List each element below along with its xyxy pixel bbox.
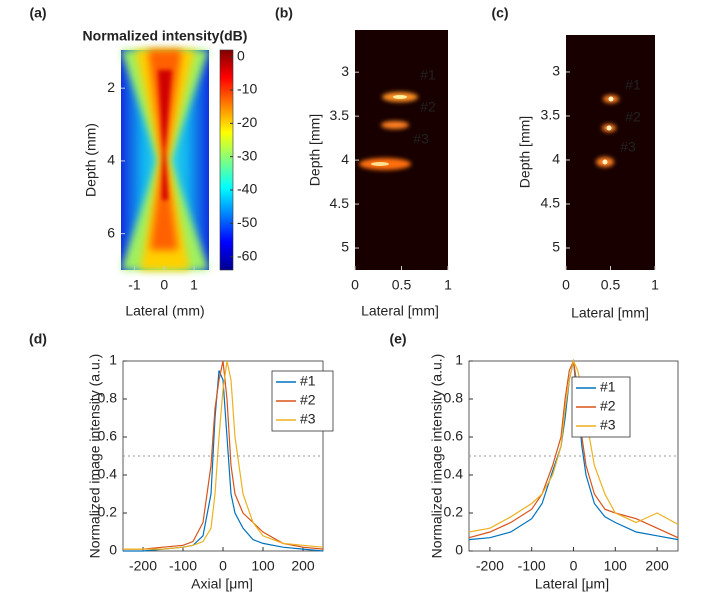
legend-label: #3 <box>600 417 616 433</box>
legend-label: #2 <box>300 392 316 408</box>
y-tick-label: 3.5 <box>541 107 561 123</box>
annotation: #2 <box>420 99 436 115</box>
y-tick-label: 5 <box>552 239 560 255</box>
x-tick-label: -100 <box>169 558 197 574</box>
colorbar-tick-label: -50 <box>237 214 257 230</box>
panel-label: (b) <box>275 5 293 21</box>
heatmap-image <box>121 50 209 270</box>
x-tick-label: 100 <box>251 558 275 574</box>
y-tick-label: 0.6 <box>444 428 464 444</box>
x-axis-label: Lateral [μm] <box>535 576 609 592</box>
y-tick-label: 3.5 <box>330 107 350 123</box>
y-tick-label: 4 <box>341 151 349 167</box>
x-tick-label: 200 <box>291 558 315 574</box>
x-tick-label: -200 <box>476 558 504 574</box>
x-tick-label: 1 <box>444 277 452 293</box>
y-axis-label: Normalized image intensity (a.u.) <box>429 354 445 559</box>
x-axis-label: Axial [μm] <box>191 576 253 592</box>
bmode-image <box>566 35 655 270</box>
y-axis-label: Normalized image intensity (a.u.) <box>87 354 103 559</box>
y-tick-label: 0 <box>455 542 463 558</box>
annotation: #1 <box>625 77 641 93</box>
y-axis-label: Depth [mm] <box>307 114 323 186</box>
data-line <box>468 359 679 533</box>
x-tick-label: -1 <box>128 277 141 293</box>
annotation: #3 <box>620 139 636 155</box>
x-axis-label: Lateral [mm] <box>571 305 649 321</box>
colorbar-tick-label: -10 <box>237 81 257 97</box>
y-axis-label: Depth [mm] <box>517 116 533 188</box>
y-axis-label: Depth (mm) <box>83 123 99 197</box>
legend-label: #3 <box>300 411 316 427</box>
colorbar-tick-label: -60 <box>237 247 257 263</box>
x-tick-label: 0 <box>570 558 578 574</box>
y-tick-label: 4.5 <box>330 195 350 211</box>
y-tick-label: 4.5 <box>541 195 561 211</box>
x-tick-label: -100 <box>518 558 546 574</box>
x-tick-label: 1 <box>651 277 659 293</box>
x-tick-label: -200 <box>129 558 157 574</box>
chart-title: Normalized intensity(dB) <box>83 28 248 44</box>
y-tick-label: 4 <box>107 152 115 168</box>
bmode-image <box>355 30 448 270</box>
panel-label: (e) <box>389 331 406 347</box>
colorbar-tick-label: 0 <box>237 47 245 63</box>
y-tick-label: 0.6 <box>98 428 118 444</box>
x-tick-label: 0 <box>351 277 359 293</box>
y-tick-label: 0 <box>109 542 117 558</box>
colorbar-tick-label: -40 <box>237 181 257 197</box>
y-tick-label: 0.8 <box>98 390 118 406</box>
x-tick-label: 0 <box>562 277 570 293</box>
y-tick-label: 3 <box>341 63 349 79</box>
y-tick-label: 0.2 <box>444 504 464 520</box>
x-tick-label: 100 <box>604 558 628 574</box>
x-tick-label: 1 <box>190 277 198 293</box>
x-tick-label: 200 <box>645 558 669 574</box>
panel-label: (c) <box>491 5 508 21</box>
x-tick-label: 0 <box>219 558 227 574</box>
panel-label: (a) <box>29 5 46 21</box>
y-tick-label: 3 <box>552 63 560 79</box>
x-tick-label: 0.5 <box>392 277 412 293</box>
data-line <box>123 360 324 550</box>
x-tick-label: 0 <box>160 277 168 293</box>
y-tick-label: 4 <box>552 151 560 167</box>
y-tick-label: 1 <box>109 352 117 368</box>
y-tick-label: 0.4 <box>98 466 118 482</box>
x-axis-label: Lateral [mm] <box>361 303 439 319</box>
x-tick-label: 0.5 <box>601 277 621 293</box>
colorbar-tick-label: -30 <box>237 147 257 163</box>
y-tick-label: 0.4 <box>444 466 464 482</box>
legend-label: #1 <box>300 373 316 389</box>
y-tick-label: 0.2 <box>98 504 118 520</box>
legend-label: #1 <box>600 379 616 395</box>
data-line <box>123 360 324 550</box>
colorbar-tick-label: -20 <box>237 114 257 130</box>
y-tick-label: 6 <box>107 224 115 240</box>
colorbar <box>219 49 234 271</box>
y-tick-label: 5 <box>341 239 349 255</box>
annotation: #1 <box>420 67 436 83</box>
annotation: #2 <box>625 109 641 125</box>
x-axis-label: Lateral (mm) <box>125 303 204 319</box>
y-tick-label: 2 <box>107 79 115 95</box>
y-tick-label: 0.8 <box>444 390 464 406</box>
legend-box <box>571 376 631 438</box>
panel-label: (d) <box>29 331 47 347</box>
annotation: #3 <box>413 131 429 147</box>
legend-label: #2 <box>600 398 616 414</box>
y-tick-label: 1 <box>455 352 463 368</box>
